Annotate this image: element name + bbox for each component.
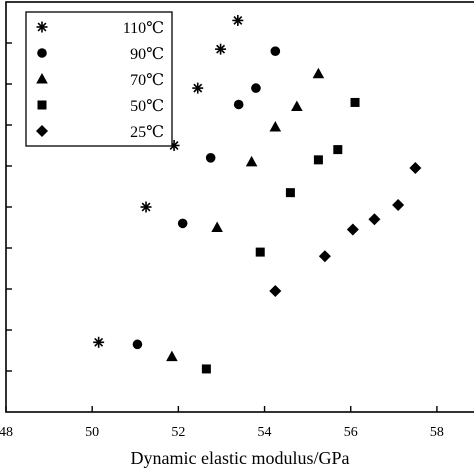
y-axis-ticks: [6, 42, 12, 372]
data-point: [177, 218, 188, 229]
asterisk-stroke: [141, 202, 151, 212]
data-point: [251, 83, 261, 93]
x-axis-ticks: [5, 406, 438, 412]
data-point: [132, 339, 143, 350]
x-tick-label: 48: [0, 425, 13, 440]
x-tick-label: 50: [85, 425, 99, 440]
series-4: [269, 162, 422, 298]
data-point: [318, 250, 331, 263]
data-point: [192, 82, 204, 94]
legend-label: 70℃: [130, 72, 164, 89]
data-point: [211, 221, 223, 232]
data-point: [269, 285, 282, 298]
asterisk-stroke: [169, 141, 179, 150]
series-3: [201, 97, 360, 374]
x-axis-tick-labels: 48 50 52 54 56 58: [0, 425, 444, 440]
legend-marker: [36, 73, 48, 84]
data-point: [166, 350, 178, 362]
data-point: [350, 97, 360, 107]
x-tick-label: 52: [171, 425, 185, 440]
data-point: [291, 100, 303, 112]
asterisk-stroke: [37, 22, 47, 32]
legend: 110℃ 90℃ 70℃ 50℃ 25℃: [25, 11, 173, 147]
data-point: [312, 67, 325, 79]
data-point: [368, 213, 381, 226]
data-point: [392, 198, 405, 211]
data-point: [201, 364, 211, 374]
legend-marker: [36, 21, 48, 33]
series-0: [93, 14, 244, 348]
series-2: [166, 67, 325, 362]
data-point: [285, 188, 295, 198]
legend-label: 90℃: [130, 46, 164, 63]
asterisk-stroke: [193, 83, 203, 93]
asterisk-stroke: [233, 15, 243, 25]
x-tick-label: 56: [344, 425, 358, 440]
data-point: [313, 155, 323, 165]
legend-label: 25℃: [130, 124, 164, 141]
data-point: [93, 336, 105, 348]
legend-marker: [37, 48, 47, 58]
data-points: [93, 14, 422, 374]
data-point: [205, 153, 216, 163]
x-tick-label: 58: [430, 425, 444, 440]
x-axis-title: Dynamic elastic modulus/GPa: [131, 448, 350, 468]
data-point: [255, 247, 265, 257]
legend-label: 110℃: [123, 20, 164, 37]
data-point: [346, 223, 359, 236]
data-point: [232, 14, 244, 26]
data-point: [140, 201, 152, 213]
x-tick-label: 54: [258, 425, 272, 440]
data-point: [233, 99, 244, 110]
data-point: [333, 145, 343, 155]
data-point: [215, 43, 227, 55]
data-point: [409, 162, 422, 175]
data-point: [270, 46, 281, 56]
data-point: [269, 121, 282, 132]
legend-label: 50℃: [130, 98, 164, 115]
asterisk-stroke: [94, 337, 104, 347]
legend-box: [25, 11, 173, 147]
legend-marker: [36, 125, 48, 137]
series-1: [132, 46, 281, 350]
asterisk-stroke: [216, 44, 226, 54]
data-point: [245, 155, 258, 167]
legend-marker: [37, 100, 47, 110]
